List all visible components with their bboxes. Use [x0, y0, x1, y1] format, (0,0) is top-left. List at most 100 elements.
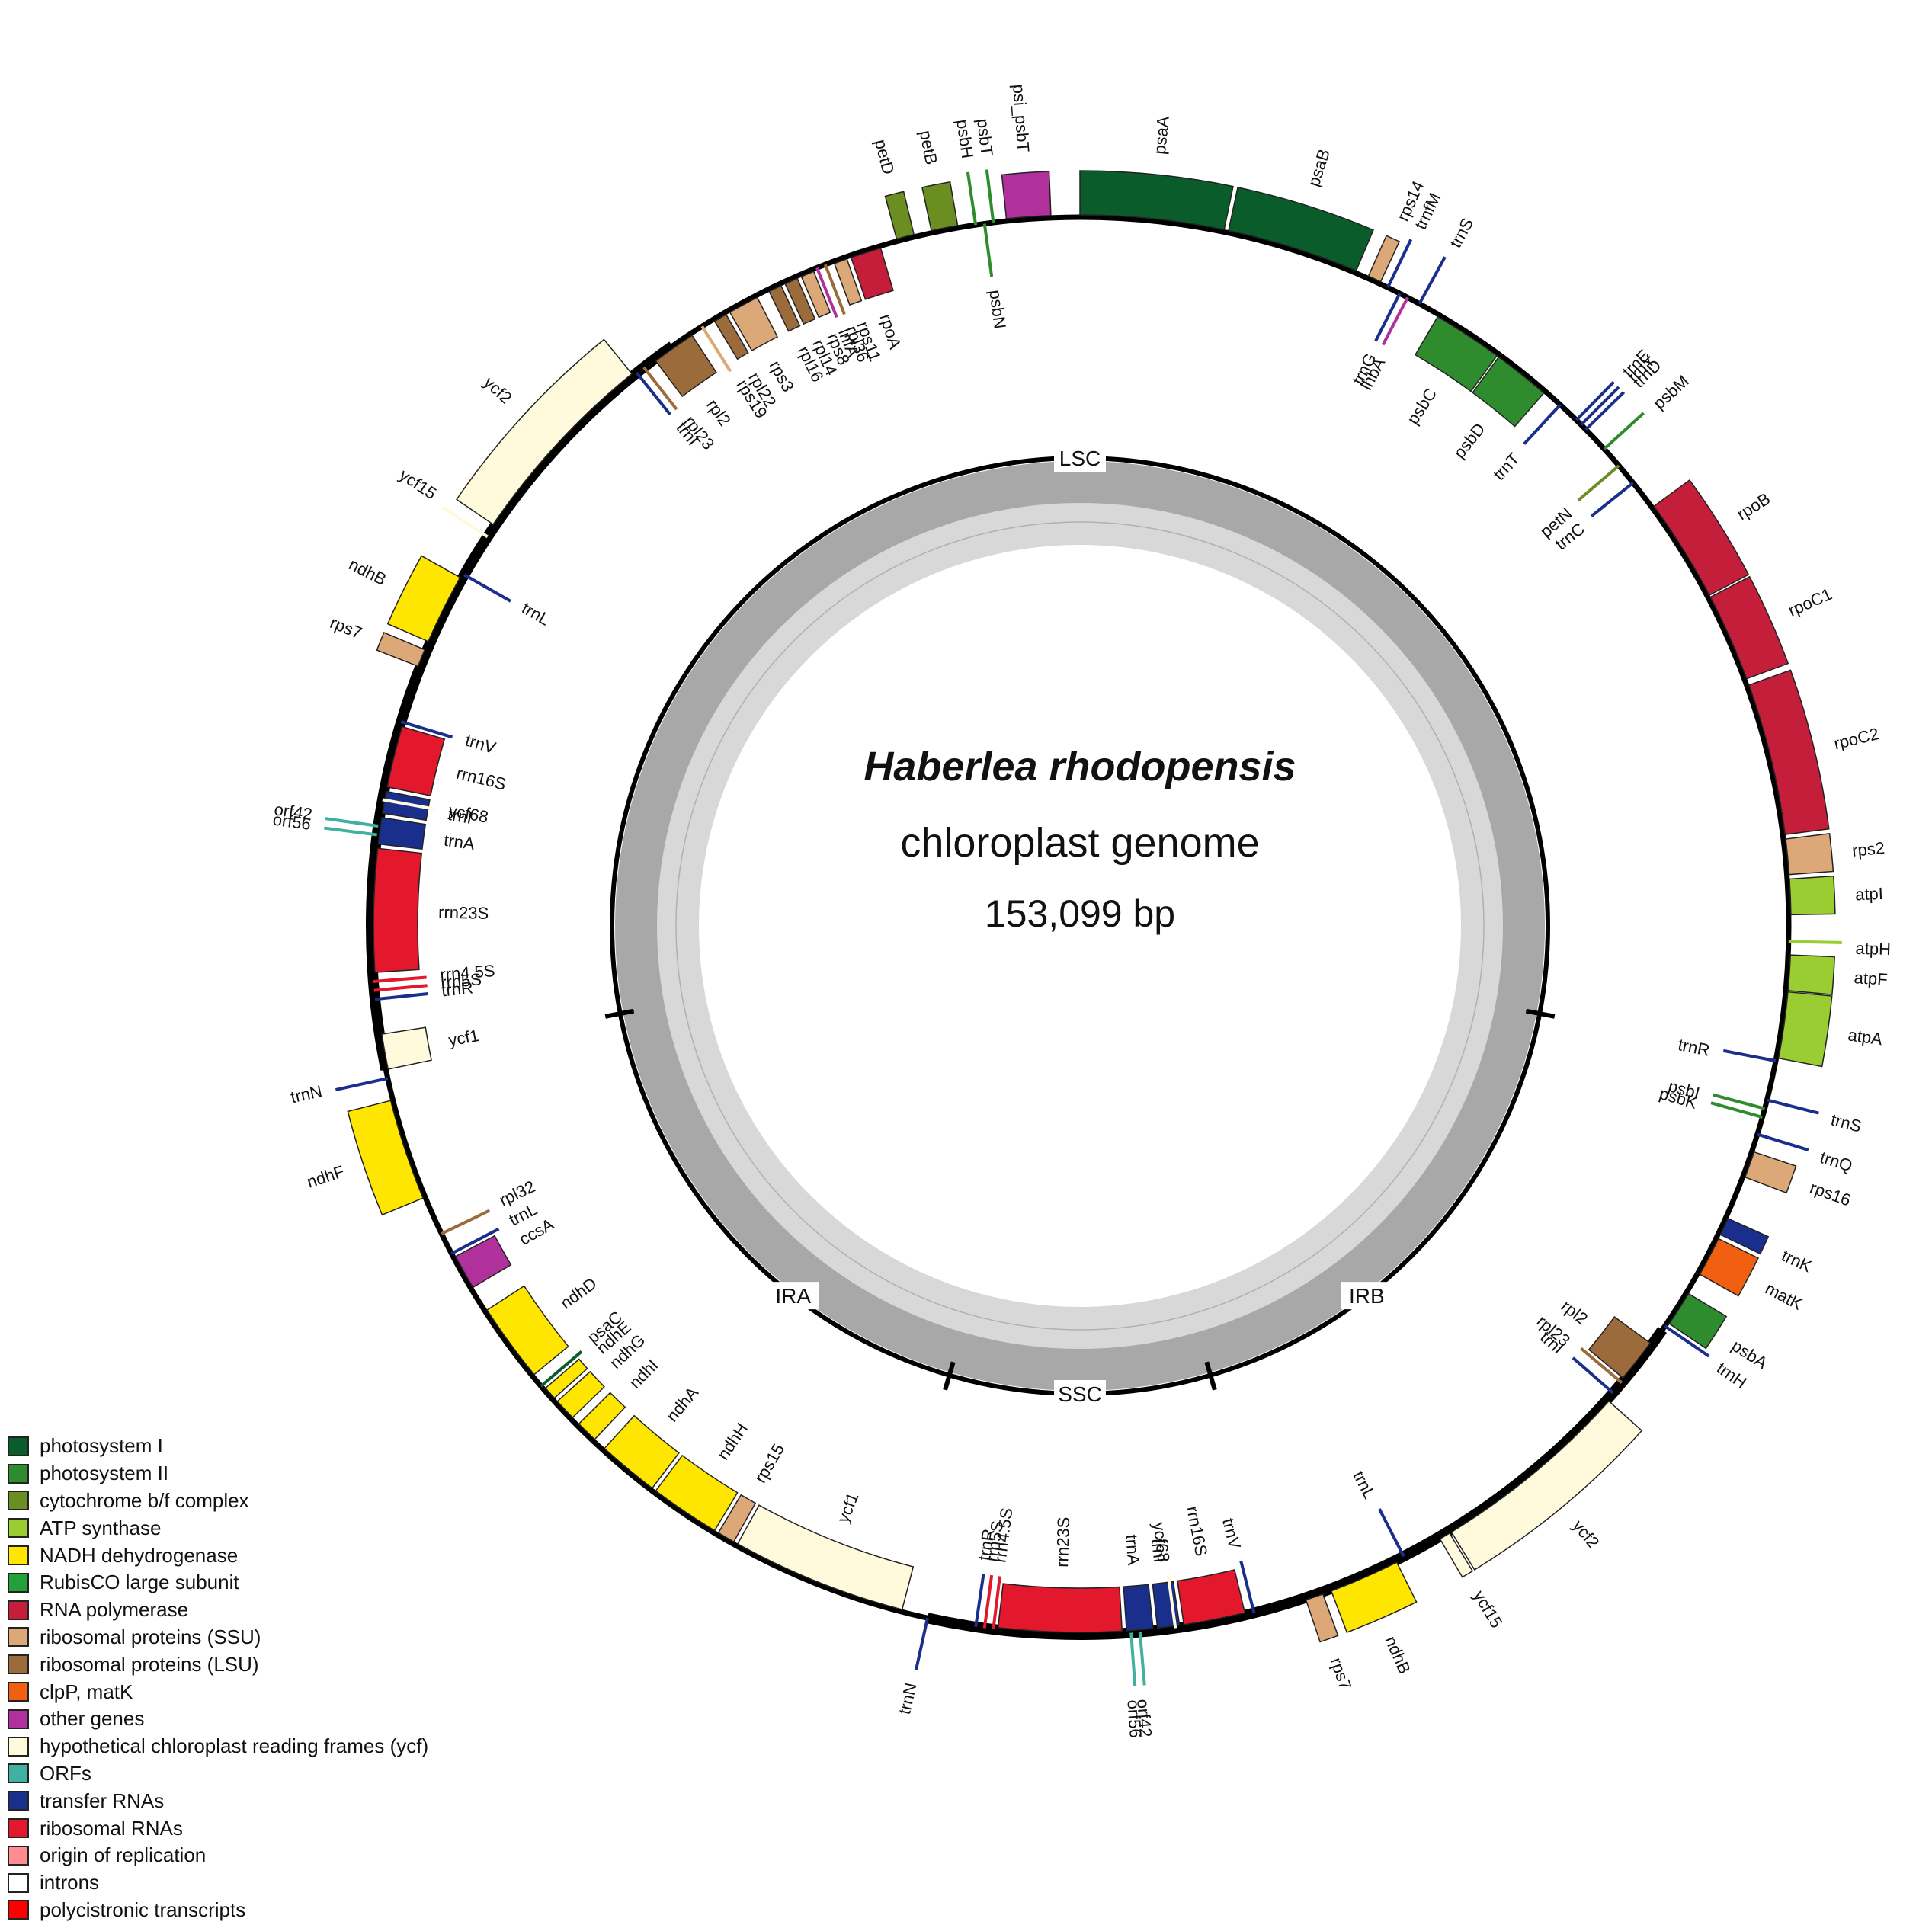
gene-mark — [1603, 412, 1645, 450]
gene-label: psaB — [1304, 146, 1334, 188]
gene-box — [800, 271, 831, 319]
gene-rpoC1 — [1709, 575, 1789, 680]
gene-ycf1 — [381, 1026, 432, 1070]
legend-item: RubisCO large subunit — [8, 1569, 428, 1597]
gene-rrn5S — [982, 1574, 994, 1629]
gene-label: trnN — [289, 1081, 324, 1107]
gene-mark — [1580, 386, 1620, 426]
gene-rpl16 — [768, 284, 801, 332]
region-label: IRB — [1349, 1284, 1385, 1308]
gene-trnV — [400, 720, 453, 739]
gene-atpI — [1789, 875, 1836, 916]
gene-box — [784, 277, 816, 325]
legend-swatch — [8, 1709, 29, 1729]
gene-psbN — [982, 223, 994, 277]
gene-box — [1367, 235, 1401, 283]
gene-ndhB — [386, 555, 461, 642]
gene-rpoB — [1653, 479, 1750, 597]
gene-ycf1 — [736, 1504, 915, 1611]
gene-trnG — [1374, 293, 1402, 342]
gene-box — [1079, 170, 1234, 231]
gene-label: rrn5S — [440, 969, 482, 992]
gene-label: ndhF — [304, 1161, 346, 1192]
gene-label: trnL — [518, 598, 553, 629]
region-layer: LSC IRB SSC IRA — [604, 444, 1556, 1408]
gene-box — [454, 1235, 512, 1289]
gene-mark — [400, 720, 453, 739]
gene-mark — [1166, 1574, 1177, 1629]
gene-mark — [982, 1574, 994, 1629]
gene-trnL — [463, 573, 511, 603]
gene-mark — [382, 798, 436, 811]
gene-box — [1439, 1532, 1474, 1578]
gene-label: trnI — [1148, 1537, 1170, 1564]
legend-swatch — [8, 1900, 29, 1920]
region-label-bg — [767, 1282, 819, 1310]
gene-petD — [884, 191, 915, 240]
legend-item: cytochrome b/f complex — [8, 1488, 428, 1515]
gene-rrn16S — [386, 725, 446, 797]
gene-rpl23 — [642, 366, 678, 411]
gene-trnI — [635, 371, 671, 416]
gene-ccsA — [454, 1235, 512, 1289]
gene-label: psbN — [985, 289, 1010, 330]
gene-rps7 — [1305, 1593, 1339, 1643]
gene-box — [1450, 1400, 1643, 1571]
gene-box — [386, 555, 461, 642]
gene-box — [997, 1583, 1123, 1633]
gene-psbA — [1668, 1292, 1728, 1350]
gene-box — [1787, 954, 1835, 995]
gene-rpl32 — [441, 1209, 491, 1235]
legend-item: ribosomal proteins (SSU) — [8, 1624, 428, 1651]
gene-mark — [700, 325, 732, 373]
gene-box — [604, 1414, 680, 1489]
legend-swatch — [8, 1791, 29, 1811]
gene-mark — [1386, 239, 1413, 289]
gene-rps11 — [833, 258, 863, 306]
gene-label: trnH — [1713, 1359, 1750, 1392]
gene-box — [1719, 1217, 1770, 1255]
legend-label: hypothetical chloroplast reading frames … — [40, 1734, 429, 1758]
gene-label: rrn16S — [454, 764, 508, 794]
gene-label: trnQ — [1818, 1148, 1854, 1176]
gene-rpl36 — [823, 264, 846, 315]
gene-mark — [1757, 1132, 1809, 1151]
gene-mark — [823, 264, 846, 315]
region-irb: IRB — [1341, 1282, 1393, 1310]
gene-psaB — [1228, 186, 1374, 272]
gene-psbC — [1414, 315, 1498, 392]
gene-matK — [1699, 1238, 1759, 1297]
gene-label: psbC — [1403, 385, 1440, 428]
gene-label: trnK — [1779, 1246, 1815, 1276]
gene-petB — [921, 181, 959, 232]
gene-box — [485, 1285, 569, 1376]
gene-mark — [540, 1350, 583, 1388]
gene-mark — [1767, 1098, 1819, 1115]
gene-box — [1001, 171, 1052, 219]
gene-box — [655, 1454, 739, 1532]
gene-label: rrn4.5S — [439, 961, 495, 984]
gene-label: trnR — [441, 978, 474, 1000]
legend-label: clpP, matK — [40, 1680, 133, 1703]
legend-item: introns — [8, 1869, 428, 1897]
gene-rrn4.5S — [992, 1576, 1001, 1630]
gene-box — [1709, 575, 1789, 680]
gene-ycf68 — [382, 798, 436, 811]
legend-swatch — [8, 1845, 29, 1866]
gene-box — [544, 1358, 588, 1399]
region-label-bg — [1341, 1282, 1393, 1310]
gene-label: trnR — [1677, 1035, 1712, 1060]
gene-box — [1653, 479, 1750, 597]
gene-trnY — [1580, 386, 1620, 426]
gene-box — [833, 258, 863, 306]
legend-item: ORFs — [8, 1760, 428, 1788]
gene-label: rrn23S — [1053, 1516, 1073, 1568]
legend-item: hypothetical chloroplast reading frames … — [8, 1733, 428, 1760]
gene-ndhI — [578, 1392, 626, 1440]
gene-rps14 — [1367, 235, 1401, 283]
gene-ndhD — [485, 1285, 569, 1376]
legend-item: origin of replication — [8, 1842, 428, 1869]
gene-trnS — [1767, 1098, 1819, 1115]
gene-mark — [815, 267, 838, 319]
gene-box — [1785, 833, 1834, 876]
